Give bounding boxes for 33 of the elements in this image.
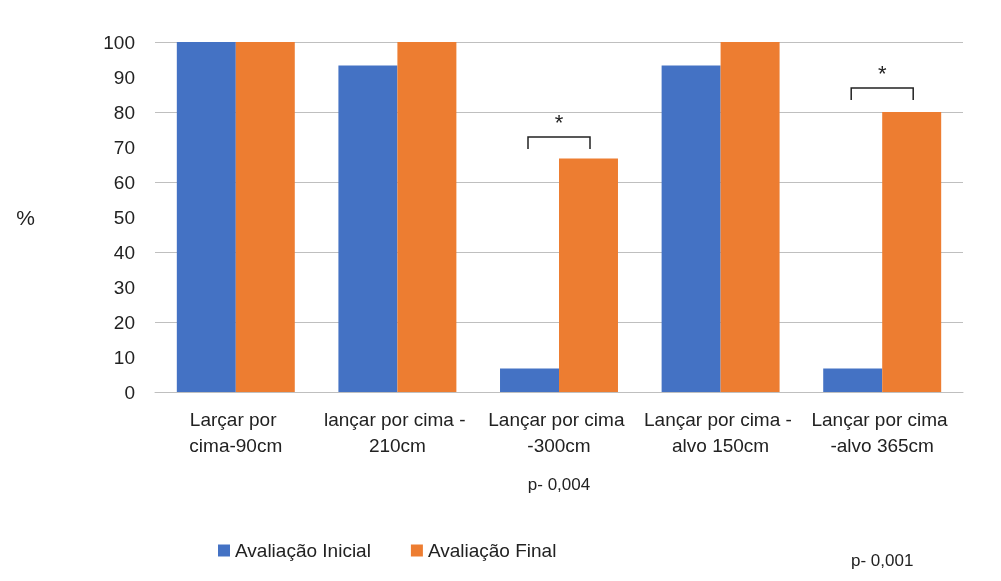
bar xyxy=(176,42,236,392)
y-tick-label: 40 xyxy=(113,241,135,263)
bar xyxy=(235,42,295,392)
annotation: * xyxy=(554,109,564,135)
text: p- 0,001 xyxy=(851,550,914,570)
y-tick-label: 70 xyxy=(113,136,135,158)
y-tick-label: 60 xyxy=(113,171,135,193)
y-tick-label: 80 xyxy=(113,101,135,123)
legend-label: Avaliação Final xyxy=(427,540,557,561)
y-tick-label: 30 xyxy=(113,276,135,298)
x-tick-label: Lançar por cima -alvo 365cm xyxy=(811,408,953,456)
x-tick-label: lançar por cima - 210cm xyxy=(324,408,471,456)
bar xyxy=(720,42,780,392)
y-tick-label: 100 xyxy=(103,31,135,53)
bar xyxy=(500,368,559,392)
y-tick-label: 50 xyxy=(113,206,135,228)
x-tick-label: Lançar por cima - alvo 150cm xyxy=(644,408,798,456)
bar xyxy=(882,112,942,392)
annotation: * xyxy=(877,60,887,86)
x-tick-label: Lançar por cima -300cm xyxy=(488,408,630,456)
y-tick-label: 20 xyxy=(113,311,135,333)
text: p- 0,004 xyxy=(527,474,591,494)
bar xyxy=(338,65,398,392)
y-tick-label: 0 xyxy=(124,381,135,403)
bar xyxy=(661,65,721,392)
y-axis-title: % xyxy=(16,205,35,229)
bar xyxy=(559,158,618,392)
x-tick-label: Larçar por cima-90cm xyxy=(189,408,283,456)
y-tick-label: 90 xyxy=(113,66,135,88)
legend-label: Avaliação Inicial xyxy=(235,540,371,561)
bar xyxy=(823,368,883,392)
bar xyxy=(397,42,457,392)
y-tick-label: 10 xyxy=(113,346,135,368)
